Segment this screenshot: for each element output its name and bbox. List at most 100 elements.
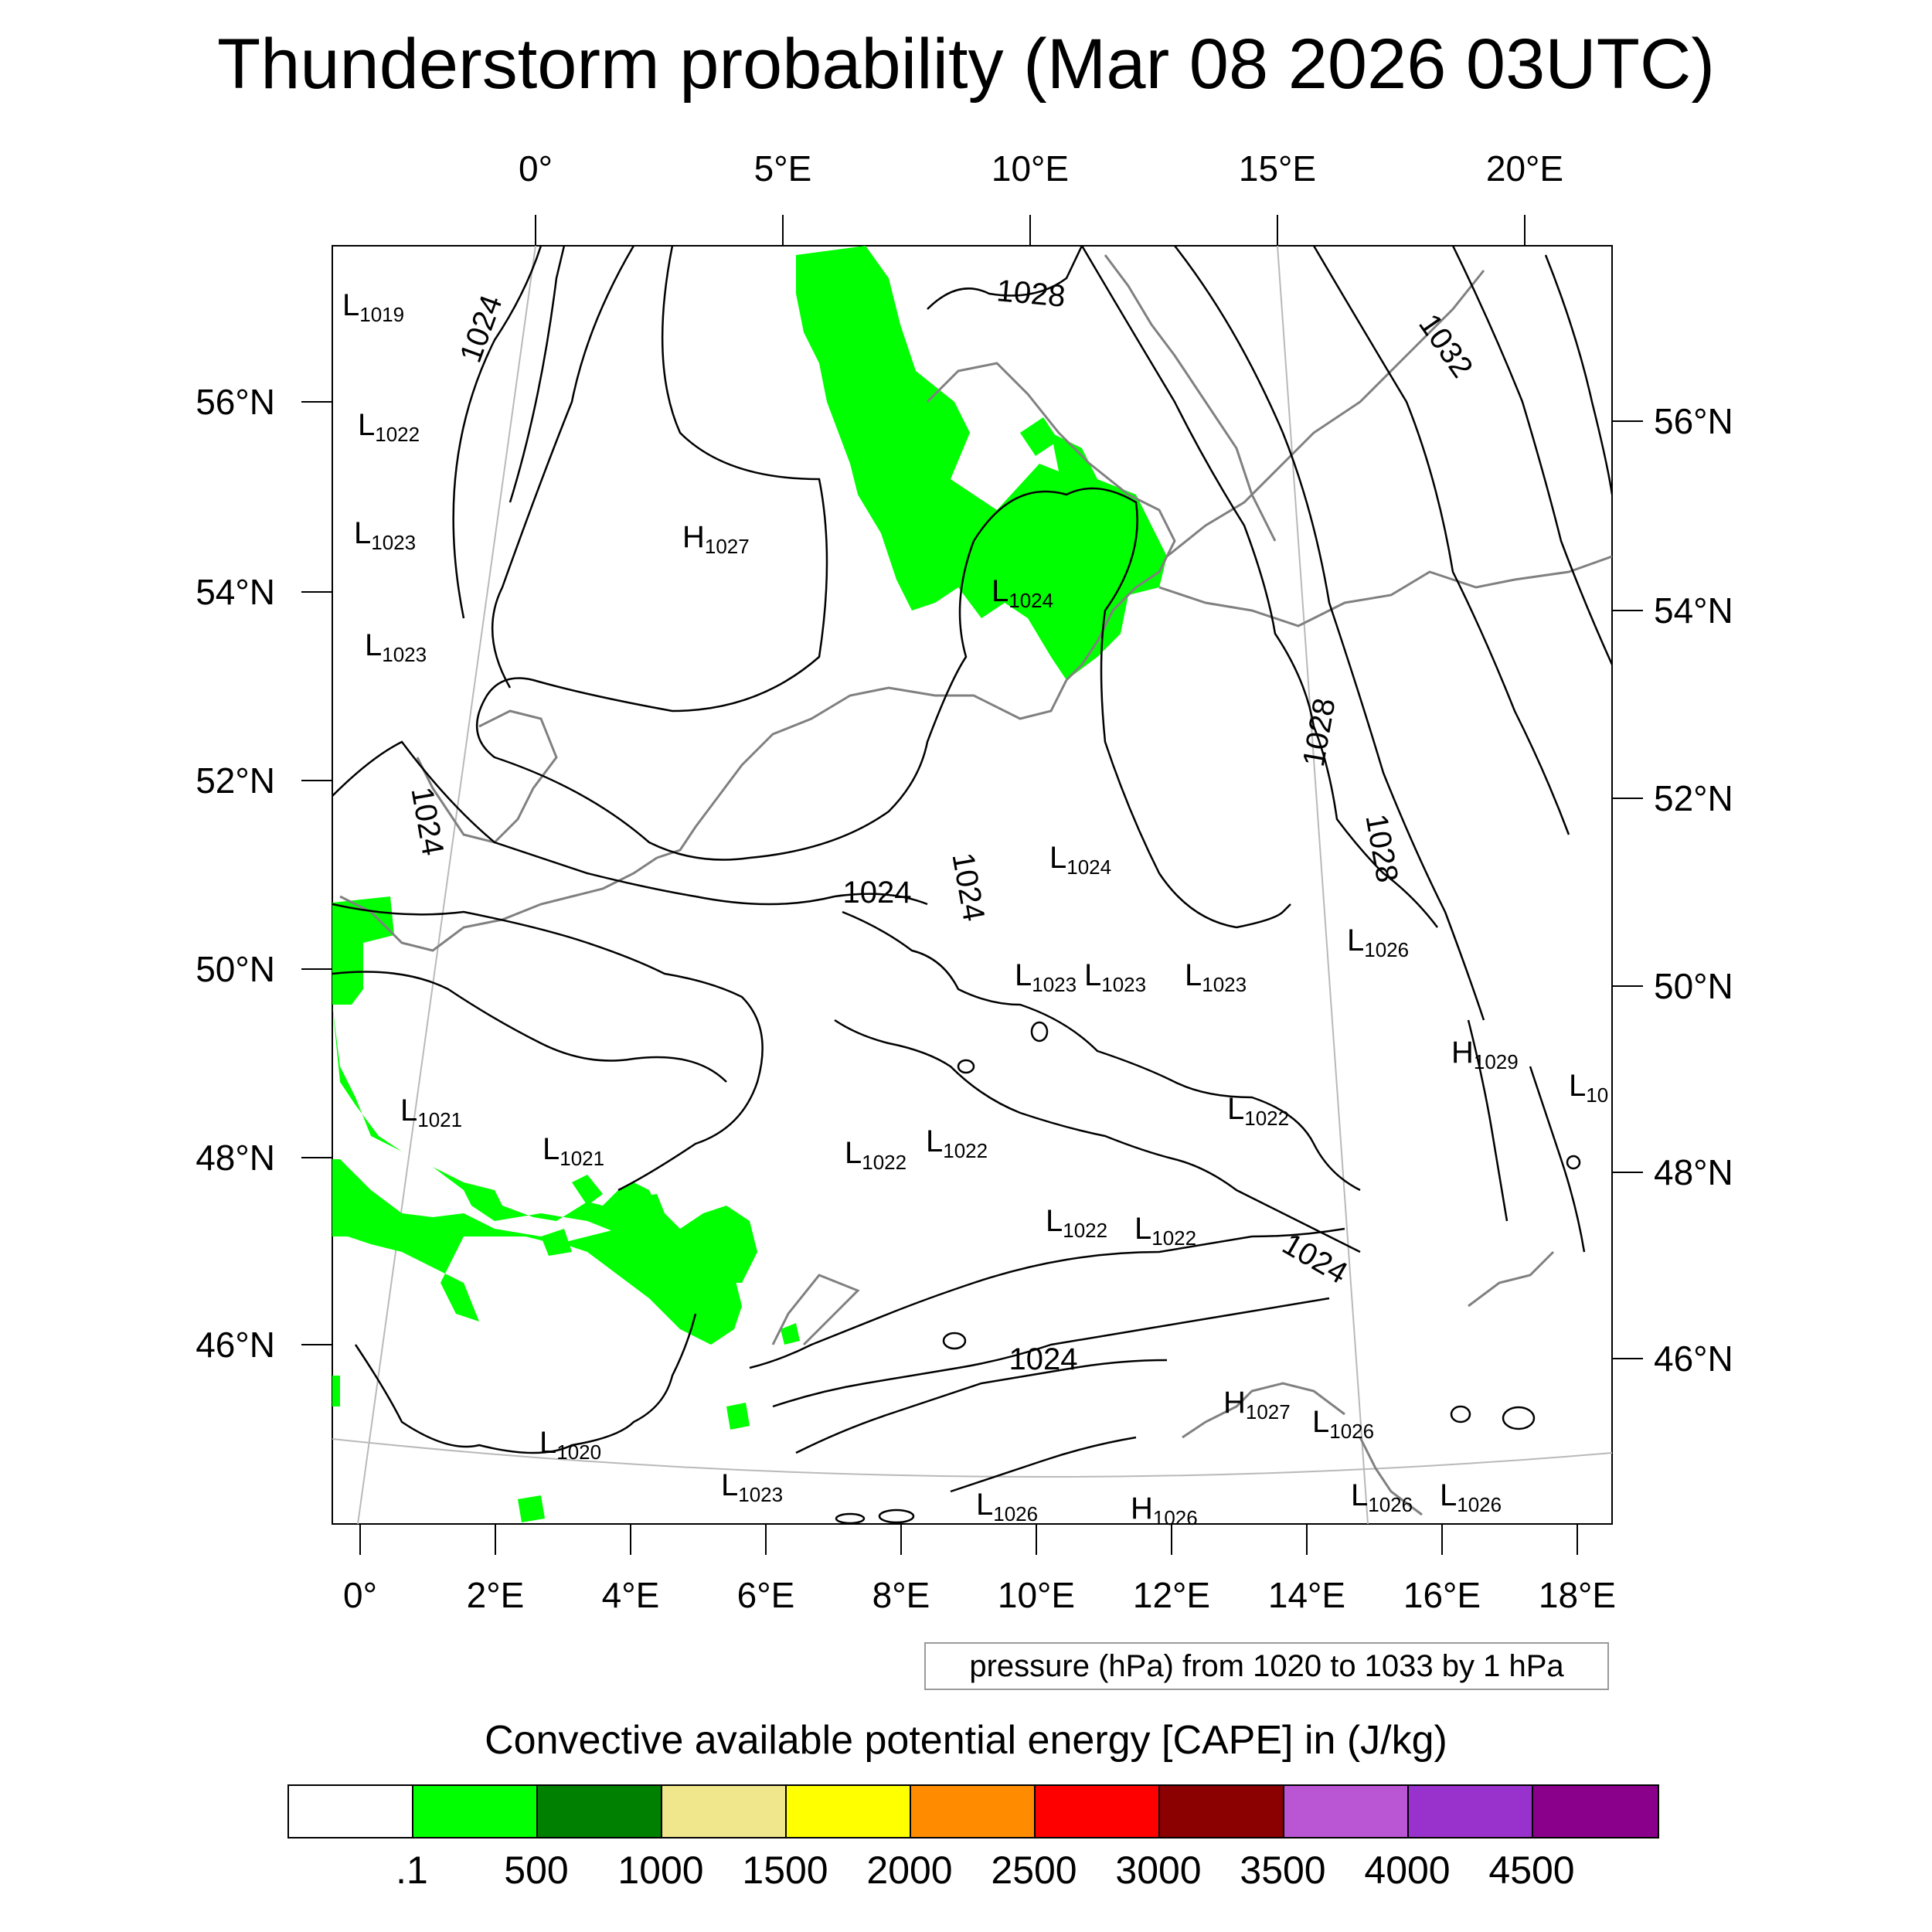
pressure-center: H1027 [1223, 1386, 1291, 1423]
isobar [509, 246, 566, 503]
pressure-center: L1019 [342, 288, 404, 326]
left-axis-label: 50°N [196, 949, 275, 989]
colorbar-swatch [1284, 1786, 1409, 1837]
top-axis-label: 10°E [992, 148, 1069, 189]
pressure-center: L1022 [358, 408, 420, 446]
contour-label: 1028 [995, 274, 1066, 314]
left-axis-label: 54°N [196, 572, 275, 612]
pressure-center: L1026 [1440, 1478, 1502, 1516]
contour-label: 1024 [1009, 1342, 1078, 1376]
colorbar-swatch [1409, 1786, 1533, 1837]
isobar [452, 246, 543, 619]
pressure-center: L1026 [1312, 1405, 1374, 1443]
left-axis: 56°N 54°N 52°N 50°N 48°N 46°N [196, 382, 275, 1365]
colorbar-tick: 4000 [1364, 1849, 1451, 1892]
cape-area-patch-d [332, 1376, 340, 1406]
colorbar-swatch [1036, 1786, 1160, 1837]
isobar [795, 1359, 1168, 1454]
pressure-center: H1026 [1131, 1492, 1198, 1529]
pressure-center: L1022 [926, 1124, 988, 1162]
cape-area-patch-c [781, 1323, 800, 1345]
bottom-axis-label: 6°E [737, 1575, 795, 1615]
isobar [1312, 246, 1570, 835]
page-title: Thunderstorm probability (Mar 08 2026 03… [217, 25, 1715, 104]
colorbar-tick: 1000 [617, 1849, 704, 1892]
colorbar-swatch [538, 1786, 662, 1837]
colorbar-tick: 3500 [1240, 1849, 1326, 1892]
isobar [354, 1313, 697, 1454]
colorbar-tick: 4500 [1488, 1849, 1575, 1892]
colorbar-swatch [289, 1786, 413, 1837]
pressure-centers: L1019 L1022 L1023 L1023 H1027 L1024 L102… [342, 288, 1608, 1529]
pressure-center: L1026 [1351, 1478, 1413, 1516]
isobar [927, 246, 1083, 310]
left-axis-label: 52°N [196, 760, 275, 801]
pressure-center: H1029 [1451, 1036, 1519, 1073]
isobar [332, 740, 928, 906]
cape-area-west-edge [332, 896, 394, 1005]
cape-area-patch-a [726, 1403, 750, 1430]
colorbar-swatch [787, 1786, 911, 1837]
colorbar-tick: 1500 [742, 1849, 828, 1892]
pressure-center: L1026 [976, 1488, 1038, 1526]
bottom-axis-label: 10°E [998, 1575, 1075, 1615]
colorbar-tick: .1 [396, 1849, 428, 1892]
top-axis-label: 15°E [1239, 148, 1316, 189]
colorbar-tick: 500 [504, 1849, 569, 1892]
pressure-center: L10 [1569, 1069, 1608, 1107]
right-axis-label: 56°N [1654, 401, 1733, 441]
colorbar-swatch [662, 1786, 787, 1837]
colorbar-tick: 3000 [1115, 1849, 1202, 1892]
pressure-center: L1023 [1185, 958, 1247, 996]
cape-area-cluster [541, 1175, 665, 1256]
colorbar-swatch [911, 1786, 1036, 1837]
pressure-center: H1027 [682, 520, 750, 558]
colorbar [287, 1784, 1659, 1838]
right-axis-label: 54°N [1654, 590, 1733, 631]
bottom-axis-label: 8°E [872, 1575, 930, 1615]
right-axis-label: 46°N [1654, 1338, 1733, 1379]
cape-area-north [796, 246, 1167, 680]
isobar [772, 1297, 1330, 1408]
top-axis: 0° 5°E 10°E 15°E 20°E [519, 148, 1563, 189]
isobar [1529, 1066, 1586, 1253]
isobar [1174, 246, 1485, 1021]
bottom-axis-label: 4°E [602, 1575, 660, 1615]
isobar [950, 1436, 1137, 1493]
isobar [1451, 246, 1612, 665]
right-axis: 56°N 54°N 52°N 50°N 48°N 46°N [1654, 401, 1733, 1379]
pressure-center: L1023 [1084, 958, 1146, 996]
isobar [1080, 246, 1438, 928]
bottom-axis-label: 16°E [1403, 1575, 1481, 1615]
colorbar-title: Convective available potential energy [C… [485, 1718, 1447, 1763]
right-axis-label: 50°N [1654, 966, 1733, 1006]
axis-ticks [301, 215, 1643, 1555]
bottom-axis-label: 18°E [1539, 1575, 1616, 1615]
isobar [834, 1019, 1361, 1253]
pressure-center: L1023 [721, 1468, 783, 1506]
pressure-center: L1022 [1227, 1092, 1289, 1130]
isobar [491, 246, 635, 689]
pressure-center: L1024 [1049, 841, 1111, 879]
colorbar-tick: 2500 [991, 1849, 1077, 1892]
bottom-axis: 0° 2°E 4°E 6°E 8°E 10°E 12°E 14°E 16°E 1… [343, 1575, 1616, 1615]
colorbar-swatch [1533, 1786, 1658, 1837]
top-axis-label: 5°E [754, 148, 812, 189]
isobars [332, 246, 1612, 1524]
pressure-center: L1023 [354, 516, 416, 554]
isobar [1544, 254, 1612, 495]
cape-area-patch-b [518, 1495, 545, 1522]
pressure-center: L1026 [1347, 923, 1409, 961]
isobar [842, 910, 1361, 1192]
pressure-center: L1020 [539, 1426, 601, 1464]
pressure-center: L1022 [845, 1136, 906, 1174]
top-axis-label: 0° [519, 148, 553, 189]
pressure-center: L1021 [400, 1094, 462, 1131]
right-axis-label: 48°N [1654, 1152, 1733, 1192]
isobar [332, 971, 727, 1083]
cape-shading [332, 246, 1167, 1522]
contour-label: 1024 [843, 876, 912, 910]
contour-legend-note: pressure (hPa) from 1020 to 1033 by 1 hP… [924, 1642, 1609, 1690]
bottom-axis-label: 2°E [467, 1575, 525, 1615]
